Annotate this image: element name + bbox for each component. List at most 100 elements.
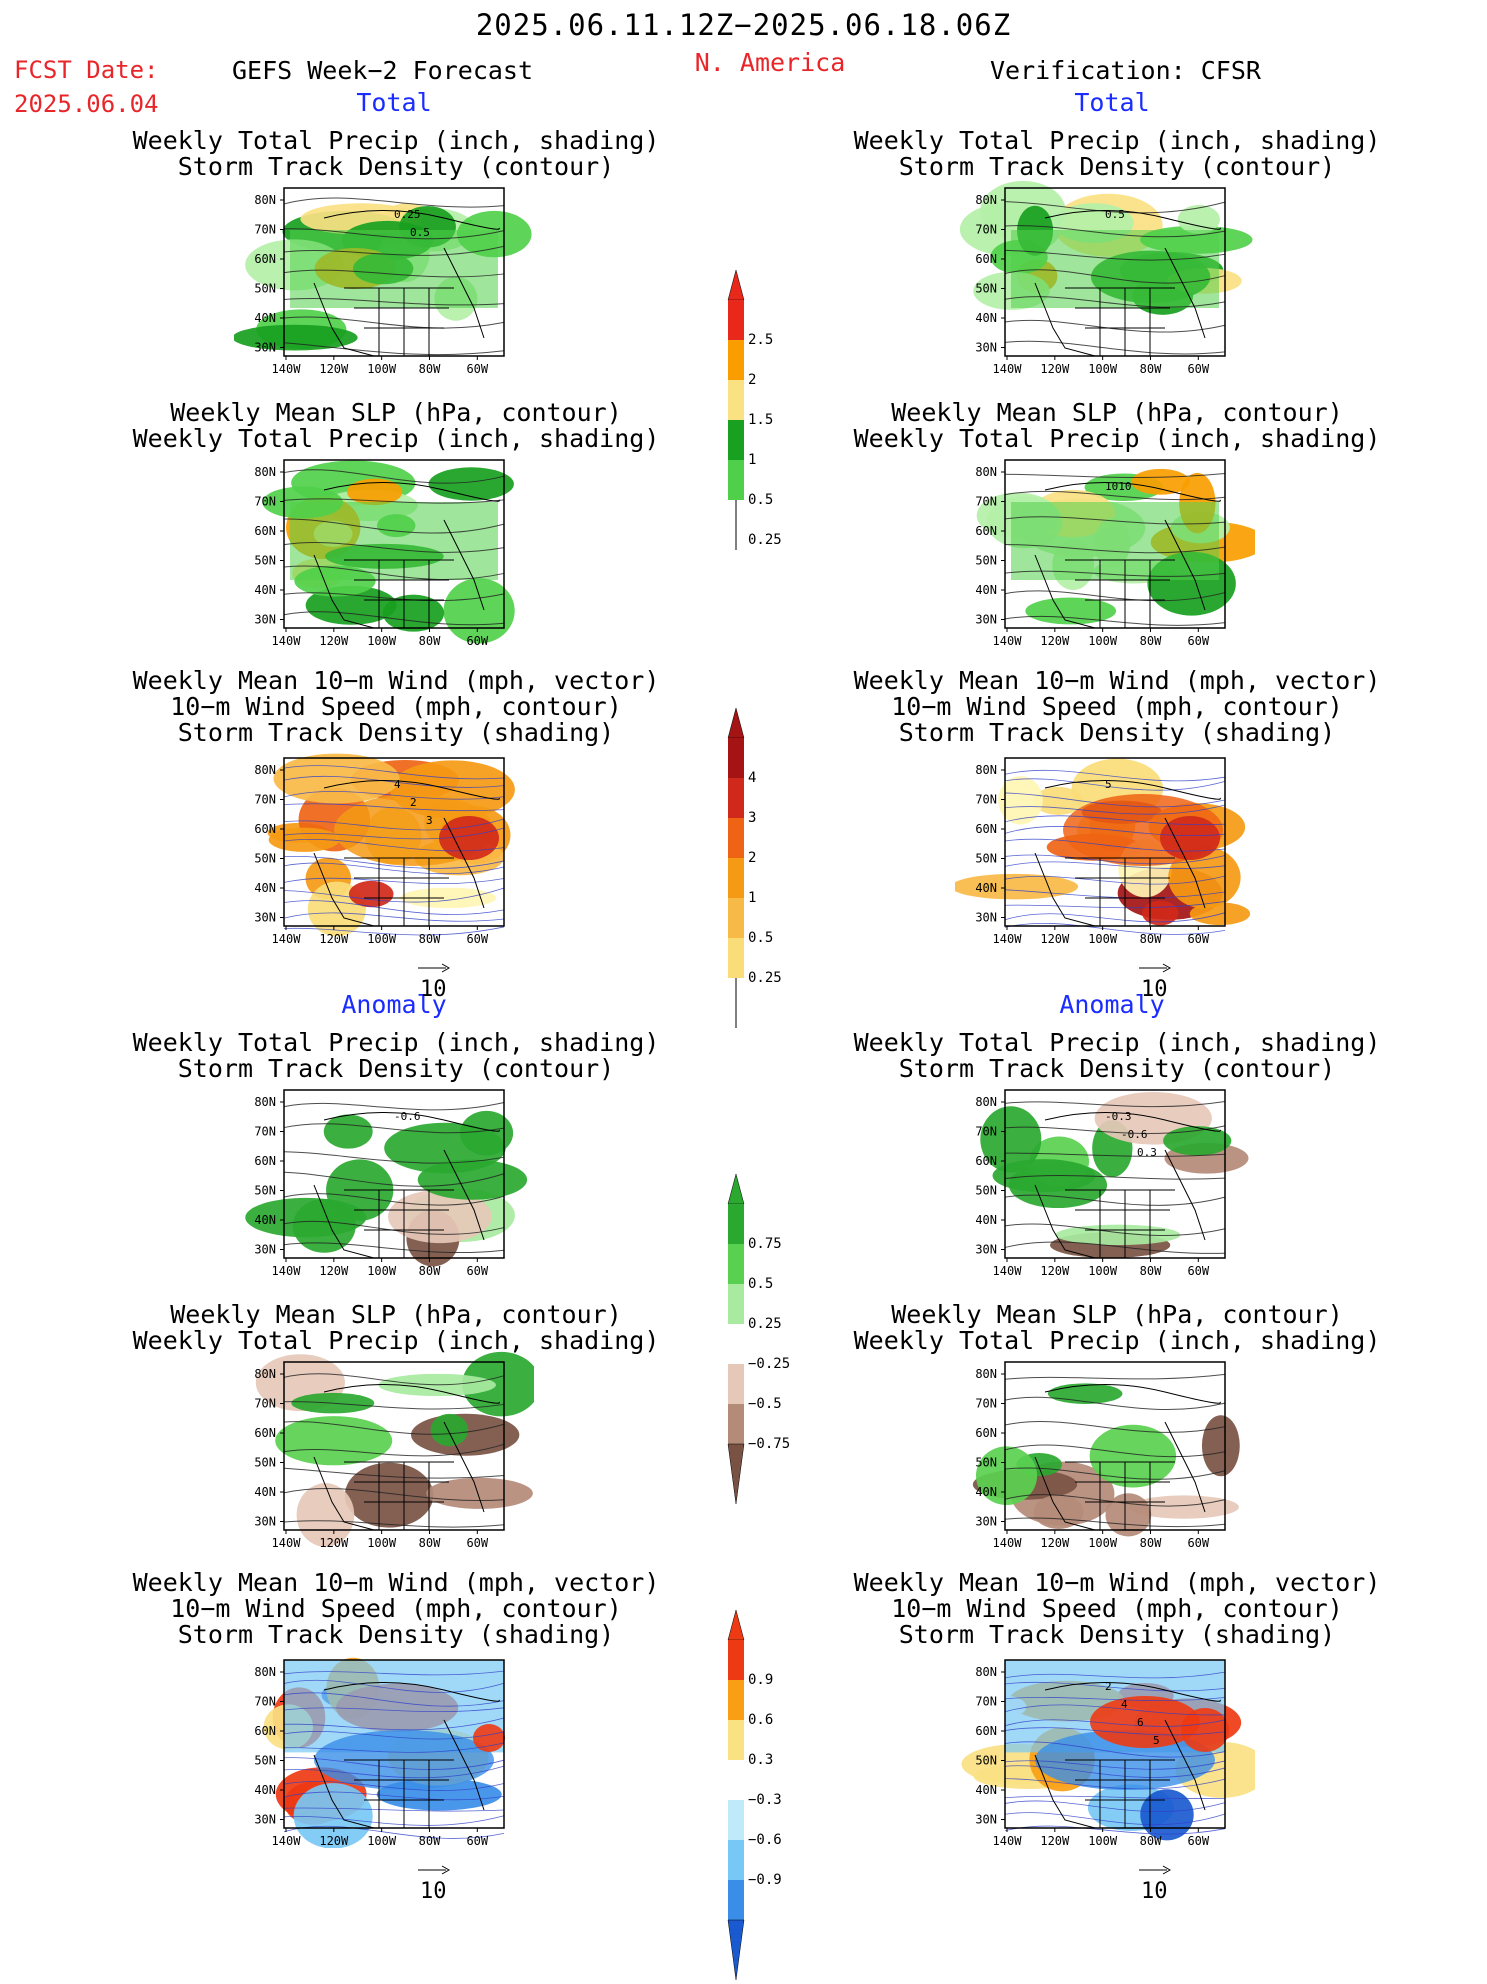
lat-tick-label: 40N xyxy=(975,881,997,895)
panel-title-line: Weekly Mean SLP (hPa, contour) xyxy=(891,1300,1343,1329)
panel-title-line: 10−m Wind Speed (mph, contour) xyxy=(891,692,1343,721)
panel-title-line: Storm Track Density (contour) xyxy=(177,152,615,181)
lat-tick-label: 60N xyxy=(975,524,997,538)
panel-title-line: Weekly Total Precip (inch, shading) xyxy=(132,1028,660,1057)
lat-tick-label: 40N xyxy=(975,1783,997,1797)
shading-blob xyxy=(344,1462,434,1528)
colorbar-level: 1 xyxy=(748,452,756,468)
lat-tick-label: 60N xyxy=(254,1154,276,1168)
contour-label: 6 xyxy=(1137,1716,1144,1729)
panel-title-line: Storm Track Density (shading) xyxy=(177,1620,615,1649)
lon-tick-label: 140W xyxy=(272,1264,302,1278)
lon-tick-label: 80W xyxy=(419,1536,441,1550)
lat-tick-label: 30N xyxy=(254,911,276,925)
lat-tick-label: 50N xyxy=(254,1184,276,1198)
lon-tick-label: 120W xyxy=(319,1264,349,1278)
lon-tick-label: 140W xyxy=(272,362,302,376)
map-panel: 0.25 0.5 80N 70N 60N 50N 40N 30N 140W 120W 100W 80W… xyxy=(234,176,534,376)
lat-tick-label: 60N xyxy=(254,252,276,266)
lon-tick-label: 100W xyxy=(1088,1264,1118,1278)
lat-tick-label: 40N xyxy=(254,1783,276,1797)
colorbar-level: 4 xyxy=(748,770,756,786)
region-title: N. America xyxy=(694,48,846,77)
lon-tick-label: 80W xyxy=(419,1834,441,1848)
colorbar-anom_storm: 0.9 0.6 0.3 −0.3 −0.6 −0.9 xyxy=(722,1600,802,1984)
verification-title: Verification: CFSR xyxy=(990,56,1261,85)
panel-title-line: Weekly Total Precip (inch, shading) xyxy=(853,1326,1381,1355)
vector-reference: 10 xyxy=(1137,1860,1173,1904)
lon-tick-label: 100W xyxy=(1088,932,1118,946)
lat-tick-label: 30N xyxy=(975,911,997,925)
shading-blob xyxy=(980,1106,1042,1173)
lat-tick-label: 70N xyxy=(254,793,276,807)
colorbar-level: 0.25 xyxy=(748,970,782,986)
lon-tick-label: 80W xyxy=(1140,1264,1162,1278)
shading-blob xyxy=(400,887,497,909)
lat-tick-label: 30N xyxy=(254,1243,276,1257)
lon-tick-label: 120W xyxy=(319,1536,349,1550)
lat-tick-label: 40N xyxy=(254,1485,276,1499)
colorbar-total_storm: 0.25 0.5 1 2 3 4 xyxy=(722,698,802,1042)
lat-tick-label: 70N xyxy=(975,223,997,237)
panel-title-line: Weekly Mean 10−m Wind (mph, vector) xyxy=(853,666,1381,695)
lon-tick-label: 100W xyxy=(367,1536,397,1550)
lon-tick-label: 100W xyxy=(1088,1834,1118,1848)
contour-label: 1010 xyxy=(1105,480,1132,493)
lon-tick-label: 100W xyxy=(367,362,397,376)
colorbar-level: 0.75 xyxy=(748,1236,782,1252)
lat-tick-label: 40N xyxy=(254,881,276,895)
lat-tick-label: 30N xyxy=(254,1813,276,1827)
shading-blob xyxy=(1033,786,1084,815)
lat-tick-label: 40N xyxy=(254,1213,276,1227)
contour-label: 3 xyxy=(426,814,433,827)
section-anomaly-forecast: Anomaly xyxy=(341,990,447,1019)
lon-tick-label: 120W xyxy=(1040,362,1070,376)
shading-blob xyxy=(430,1413,469,1447)
lat-tick-label: 80N xyxy=(975,465,997,479)
vector-reference-value: 10 xyxy=(420,977,447,1002)
lat-tick-label: 30N xyxy=(975,1813,997,1827)
contour-label: 0.5 xyxy=(1105,208,1125,221)
lon-tick-label: 120W xyxy=(319,1834,349,1848)
lon-tick-label: 100W xyxy=(367,932,397,946)
lat-tick-label: 70N xyxy=(254,1125,276,1139)
panel-title-line: Weekly Total Precip (inch, shading) xyxy=(853,424,1381,453)
shading-blob xyxy=(296,1483,355,1547)
lon-tick-label: 60W xyxy=(466,932,488,946)
lon-tick-label: 80W xyxy=(1140,362,1162,376)
lon-tick-label: 60W xyxy=(1187,634,1209,648)
map-panel: 5 80N 70N 60N 50N 40N 30N 140W 120W 100W 80W 60W xyxy=(955,746,1255,946)
shading-blob xyxy=(1089,1424,1177,1488)
shading-blob xyxy=(1055,1224,1181,1246)
contour-label: 5 xyxy=(1105,778,1112,791)
lon-tick-label: 140W xyxy=(993,1264,1023,1278)
shading-blob xyxy=(1131,468,1190,495)
lat-tick-label: 80N xyxy=(975,1095,997,1109)
lat-tick-label: 70N xyxy=(254,1695,276,1709)
map-panel: 0.5 80N 70N 60N 50N 40N 30N 140W 120W 100W 80W 60W xyxy=(955,176,1255,376)
vector-reference: 10 xyxy=(416,958,452,1002)
shading-blob xyxy=(998,776,1043,825)
panel-title-line: 10−m Wind Speed (mph, contour) xyxy=(170,692,622,721)
lat-tick-label: 80N xyxy=(254,1095,276,1109)
shading-blob xyxy=(417,1159,528,1200)
panel-title-line: Storm Track Density (contour) xyxy=(898,152,1336,181)
shading-blob xyxy=(234,324,358,351)
contour-label: 4 xyxy=(394,778,401,791)
panel-title-line: Weekly Mean 10−m Wind (mph, vector) xyxy=(132,666,660,695)
lat-tick-label: 50N xyxy=(254,1754,276,1768)
lon-tick-label: 120W xyxy=(319,932,349,946)
lat-tick-label: 80N xyxy=(254,193,276,207)
lon-tick-label: 80W xyxy=(419,1264,441,1278)
shading-blob xyxy=(443,578,515,644)
lon-tick-label: 100W xyxy=(1088,362,1118,376)
panel-title-line: Weekly Total Precip (inch, shading) xyxy=(853,126,1381,155)
lon-tick-label: 60W xyxy=(466,1834,488,1848)
map-panel: -0.3 -0.6 0.3 80N 70N 60N 50N 40N 30N 140W 120W 100… xyxy=(955,1078,1255,1278)
lon-tick-label: 140W xyxy=(272,634,302,648)
lat-tick-label: 80N xyxy=(975,763,997,777)
contour-label: 0.5 xyxy=(410,226,430,239)
panel-title-line: Storm Track Density (contour) xyxy=(177,1054,615,1083)
lon-tick-label: 140W xyxy=(993,932,1023,946)
lat-tick-label: 60N xyxy=(254,1426,276,1440)
